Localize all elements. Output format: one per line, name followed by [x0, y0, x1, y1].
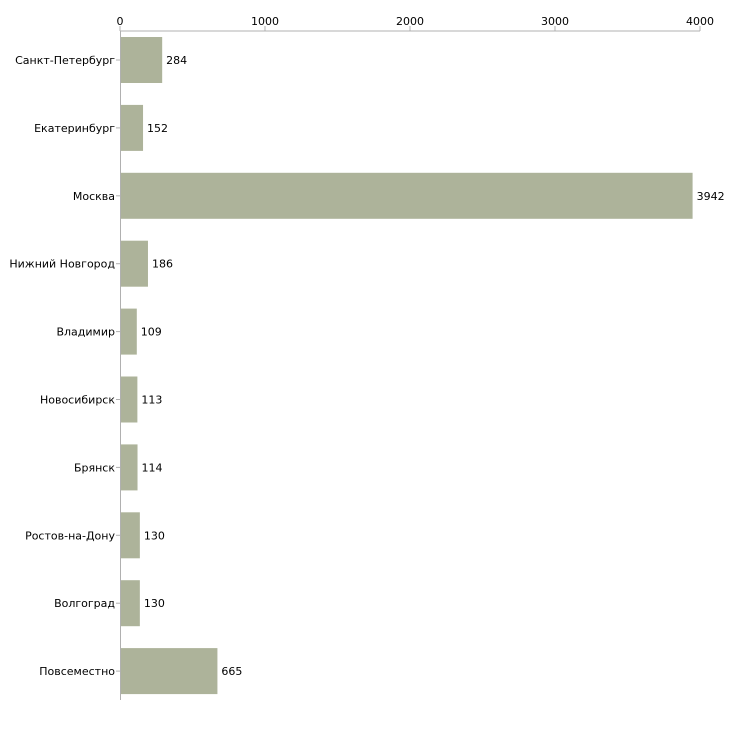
x-tick-label: 3000: [541, 15, 569, 28]
bar: [121, 444, 138, 491]
bar: [121, 104, 144, 151]
category-label: Владимир: [56, 326, 115, 339]
category-label: Повсеместно: [39, 665, 115, 678]
value-label: 130: [144, 597, 165, 610]
bar: [121, 648, 218, 695]
x-tick-label: 1000: [251, 15, 279, 28]
category-label: Екатеринбург: [34, 122, 115, 135]
value-label: 186: [152, 258, 173, 271]
bar: [121, 240, 148, 287]
value-label: 113: [141, 394, 162, 407]
value-label: 665: [221, 665, 242, 678]
x-tick-label: 0: [117, 15, 124, 28]
value-label: 114: [142, 461, 163, 474]
category-label: Санкт-Петербург: [15, 54, 115, 67]
value-label: 130: [144, 529, 165, 542]
category-label: Москва: [73, 190, 115, 203]
category-label: Нижний Новгород: [9, 258, 115, 271]
category-label: Брянск: [74, 461, 115, 474]
category-label: Волгоград: [54, 597, 115, 610]
bar: [121, 376, 138, 423]
bar: [121, 308, 137, 355]
bar: [121, 37, 163, 83]
bar: [121, 172, 693, 219]
bar: [121, 512, 140, 559]
value-label: 109: [141, 326, 162, 339]
value-label: 152: [147, 122, 168, 135]
value-label: 3942: [697, 190, 725, 203]
category-label: Новосибирск: [40, 394, 115, 407]
category-label: Ростов-на-Дону: [25, 529, 115, 542]
value-label: 284: [166, 54, 187, 67]
x-tick-label: 2000: [396, 15, 424, 28]
x-tick-label: 4000: [686, 15, 714, 28]
bar: [121, 580, 140, 627]
